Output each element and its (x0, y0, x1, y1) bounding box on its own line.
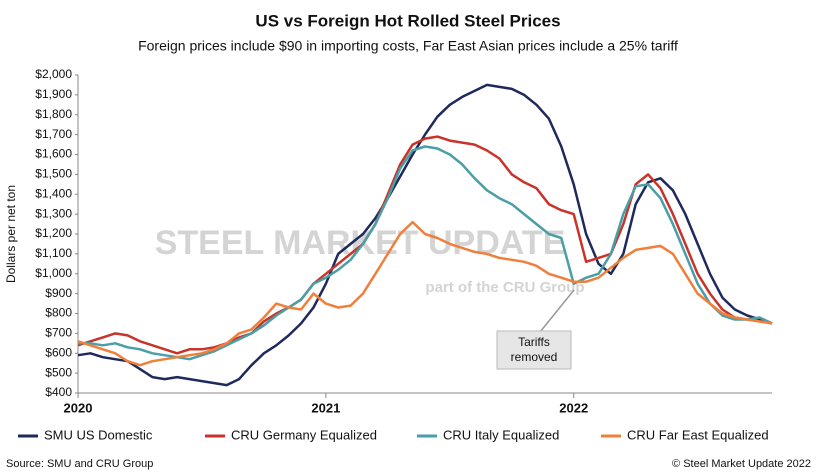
x-tick-label: 2021 (311, 400, 340, 415)
annotation: removed (511, 350, 558, 364)
y-tick-label: $600 (45, 345, 72, 359)
y-tick-label: $2,000 (35, 67, 72, 81)
source: Source: SMU and CRU Group (6, 458, 153, 470)
y-tick-label: $500 (45, 365, 72, 379)
y-tick-label: $1,400 (35, 186, 72, 200)
y-tick-label: $400 (45, 385, 72, 399)
legend-label: CRU Far East Equalized (627, 427, 769, 442)
x-tick-label: 2020 (64, 400, 93, 415)
y-tick-label: $1,000 (35, 266, 72, 280)
series-line (77, 83, 773, 387)
y-tick-label: $1,200 (35, 226, 72, 240)
legend-label: CRU Italy Equalized (443, 427, 559, 442)
y-tick-label: $1,600 (35, 147, 72, 161)
y-axis-title: Dollars per net ton (4, 185, 18, 283)
y-tick-label: $1,700 (35, 127, 72, 141)
watermark: STEEL MARKET UPDATE (155, 224, 566, 262)
series-line (78, 145, 773, 361)
y-tick-label: $900 (45, 286, 72, 300)
y-tick-label: $1,900 (35, 87, 72, 101)
series-line (77, 220, 773, 367)
y-tick-label: $1,800 (35, 107, 72, 121)
legend-label: CRU Germany Equalized (231, 427, 377, 442)
y-tick-label: $1,300 (35, 206, 72, 220)
legend-label: SMU US Domestic (44, 427, 153, 442)
credit: © Steel Market Update 2022 (672, 458, 811, 470)
watermark: part of the CRU Group (425, 279, 584, 296)
annotation-pointer (539, 289, 575, 333)
annotation-box (496, 330, 572, 370)
y-tick-label: $800 (45, 306, 72, 320)
chart-title: US vs Foreign Hot Rolled Steel Prices (255, 11, 560, 30)
annotation: Tariffs (518, 335, 550, 349)
y-tick-label: $1,100 (35, 246, 72, 260)
series-line (77, 135, 773, 355)
x-tick-label: 2022 (559, 400, 588, 415)
chart-subtitle: Foreign prices include $90 in importing … (138, 38, 678, 54)
y-tick-label: $1,500 (35, 167, 72, 181)
y-tick-label: $700 (45, 326, 72, 340)
